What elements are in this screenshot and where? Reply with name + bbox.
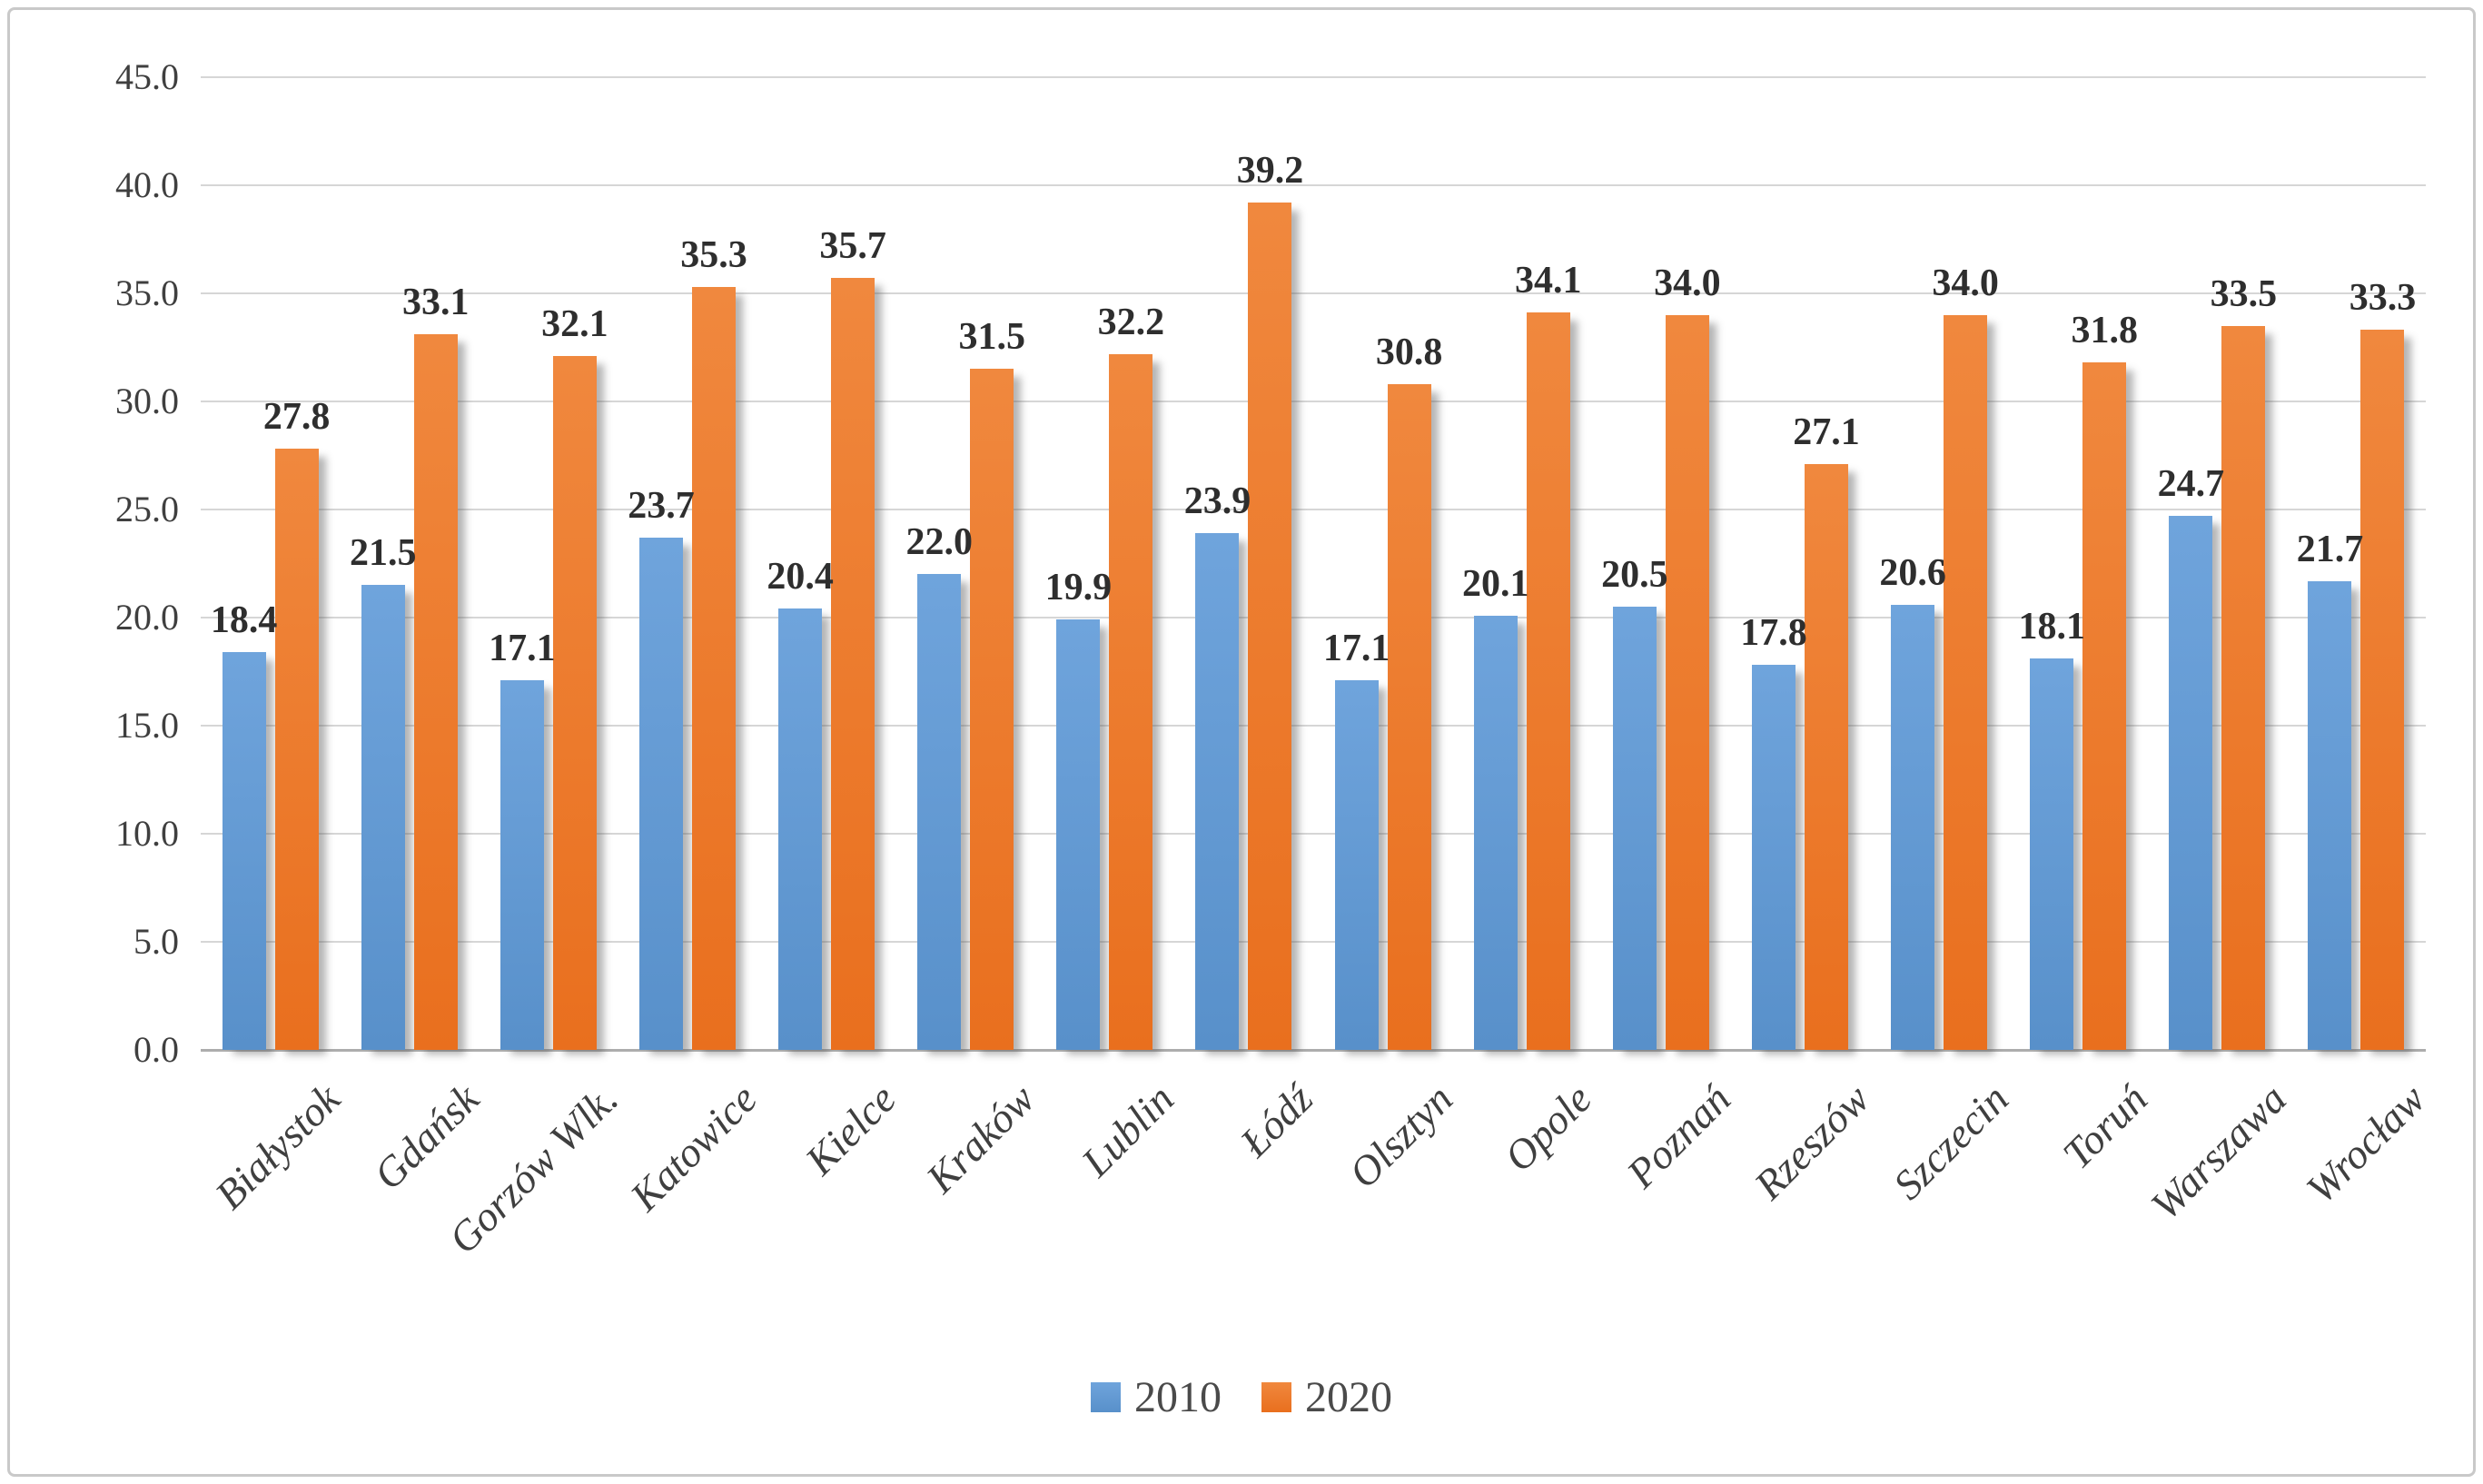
data-label-2010: 20.6 (1879, 551, 1946, 594)
bar-2020 (970, 369, 1014, 1050)
data-label-2020: 34.0 (1932, 262, 1999, 304)
bar-2020 (1109, 353, 1153, 1050)
bar-2010 (1612, 607, 1657, 1050)
data-label-2010: 23.9 (1183, 480, 1251, 523)
x-axis-line (201, 1049, 2426, 1052)
bar-2020 (1526, 312, 1570, 1050)
bar-2020 (1248, 203, 1292, 1050)
bar-2010 (1751, 665, 1795, 1050)
data-label-2020: 30.8 (1375, 331, 1443, 373)
data-label-2020: 31.8 (2071, 310, 2138, 352)
y-axis-tick-label: 0.0 (134, 1029, 179, 1070)
gridline (201, 401, 2426, 402)
y-axis-tick-label: 20.0 (115, 597, 179, 638)
gridline (201, 184, 2426, 186)
data-label-2010: 22.0 (905, 521, 973, 564)
legend-swatch-icon (1261, 1382, 1291, 1412)
data-label-2020: 27.1 (1793, 411, 1860, 454)
y-axis-tick-label: 30.0 (115, 381, 179, 421)
data-label-2020: 32.2 (1097, 301, 1165, 343)
data-label-2020: 39.2 (1236, 150, 1304, 193)
y-axis-tick-label: 5.0 (134, 921, 179, 962)
gridline (201, 941, 2426, 943)
gridline (201, 292, 2426, 294)
bar-2010 (778, 608, 823, 1050)
bar-2010 (1473, 615, 1518, 1050)
data-label-2010: 17.8 (1740, 612, 1807, 655)
data-label-2010: 20.1 (1461, 562, 1529, 605)
bar-2010 (1891, 604, 1935, 1050)
bar-2010 (222, 652, 266, 1050)
y-axis-tick-label: 45.0 (115, 56, 179, 97)
data-label-2020: 35.3 (680, 233, 747, 276)
bar-2010 (361, 585, 405, 1050)
gridline (201, 617, 2426, 618)
chart-frame: 0.0 5.0 10.0 15.0 20.0 25.0 30.0 35.0 40.0 45.0 18… (7, 7, 2476, 1477)
y-axis-tick-label: 40.0 (115, 164, 179, 205)
gridline (201, 833, 2426, 835)
bar-2020 (2221, 325, 2266, 1050)
data-label-2010: 21.7 (2296, 528, 2364, 570)
data-label-2020: 33.3 (2349, 277, 2417, 320)
bar-2020 (1387, 383, 1431, 1050)
data-label-2010: 20.5 (1601, 554, 1668, 597)
data-label-2020: 34.1 (1514, 260, 1582, 302)
bar-2020 (413, 334, 458, 1050)
gridline (201, 76, 2426, 78)
y-axis-tick-label: 15.0 (115, 705, 179, 746)
bar-2020 (274, 449, 319, 1050)
bar-2020 (1665, 314, 1709, 1050)
bar-2020 (691, 286, 736, 1050)
plot-area: 0.0 5.0 10.0 15.0 20.0 25.0 30.0 35.0 40.0 45.0 18… (10, 10, 2473, 1474)
bar-2010 (500, 680, 544, 1050)
legend: 2010 2020 (10, 1372, 2473, 1422)
bar-2020 (552, 356, 597, 1050)
bar-2010 (638, 537, 683, 1050)
y-axis-tick-label: 25.0 (115, 489, 179, 529)
data-label-2020: 35.7 (819, 225, 886, 268)
data-label-2010: 18.4 (210, 599, 278, 642)
y-axis-tick-label: 35.0 (115, 272, 179, 313)
bar-2010 (2308, 580, 2352, 1050)
legend-label: 2010 (1134, 1373, 1222, 1421)
data-label-2020: 33.5 (2210, 272, 2278, 315)
bar-2020 (2082, 362, 2127, 1050)
gridline (201, 509, 2426, 510)
data-label-2020: 34.0 (1654, 262, 1721, 304)
data-label-2010: 23.7 (628, 484, 695, 527)
bar-2020 (1944, 314, 1988, 1050)
data-label-2020: 31.5 (958, 316, 1025, 359)
bar-2010 (2169, 516, 2213, 1050)
bar-2020 (831, 278, 875, 1050)
legend-swatch-icon (1091, 1382, 1121, 1412)
bar-2010 (1195, 533, 1240, 1050)
data-label-2010: 21.5 (349, 532, 417, 575)
legend-label: 2020 (1305, 1373, 1392, 1421)
legend-item-2010: 2010 (1091, 1372, 1222, 1422)
y-axis-tick-label: 10.0 (115, 813, 179, 854)
data-label-2020: 32.1 (541, 303, 608, 346)
data-label-2010: 17.1 (1322, 628, 1390, 670)
data-label-2010: 18.1 (2018, 606, 2085, 648)
bar-2010 (917, 574, 962, 1050)
data-label-2020: 33.1 (401, 282, 470, 324)
bar-2020 (1804, 464, 1848, 1050)
legend-item-2020: 2020 (1261, 1372, 1392, 1422)
data-label-2010: 24.7 (2157, 463, 2225, 506)
data-label-2020: 27.8 (262, 396, 331, 439)
bar-2010 (1056, 619, 1101, 1050)
gridline (201, 725, 2426, 727)
bar-2020 (2360, 330, 2405, 1050)
data-label-2010: 17.1 (489, 628, 556, 670)
bar-2010 (2030, 658, 2074, 1050)
data-label-2010: 20.4 (767, 556, 834, 599)
data-label-2010: 19.9 (1044, 567, 1113, 609)
bar-2010 (1334, 680, 1379, 1050)
